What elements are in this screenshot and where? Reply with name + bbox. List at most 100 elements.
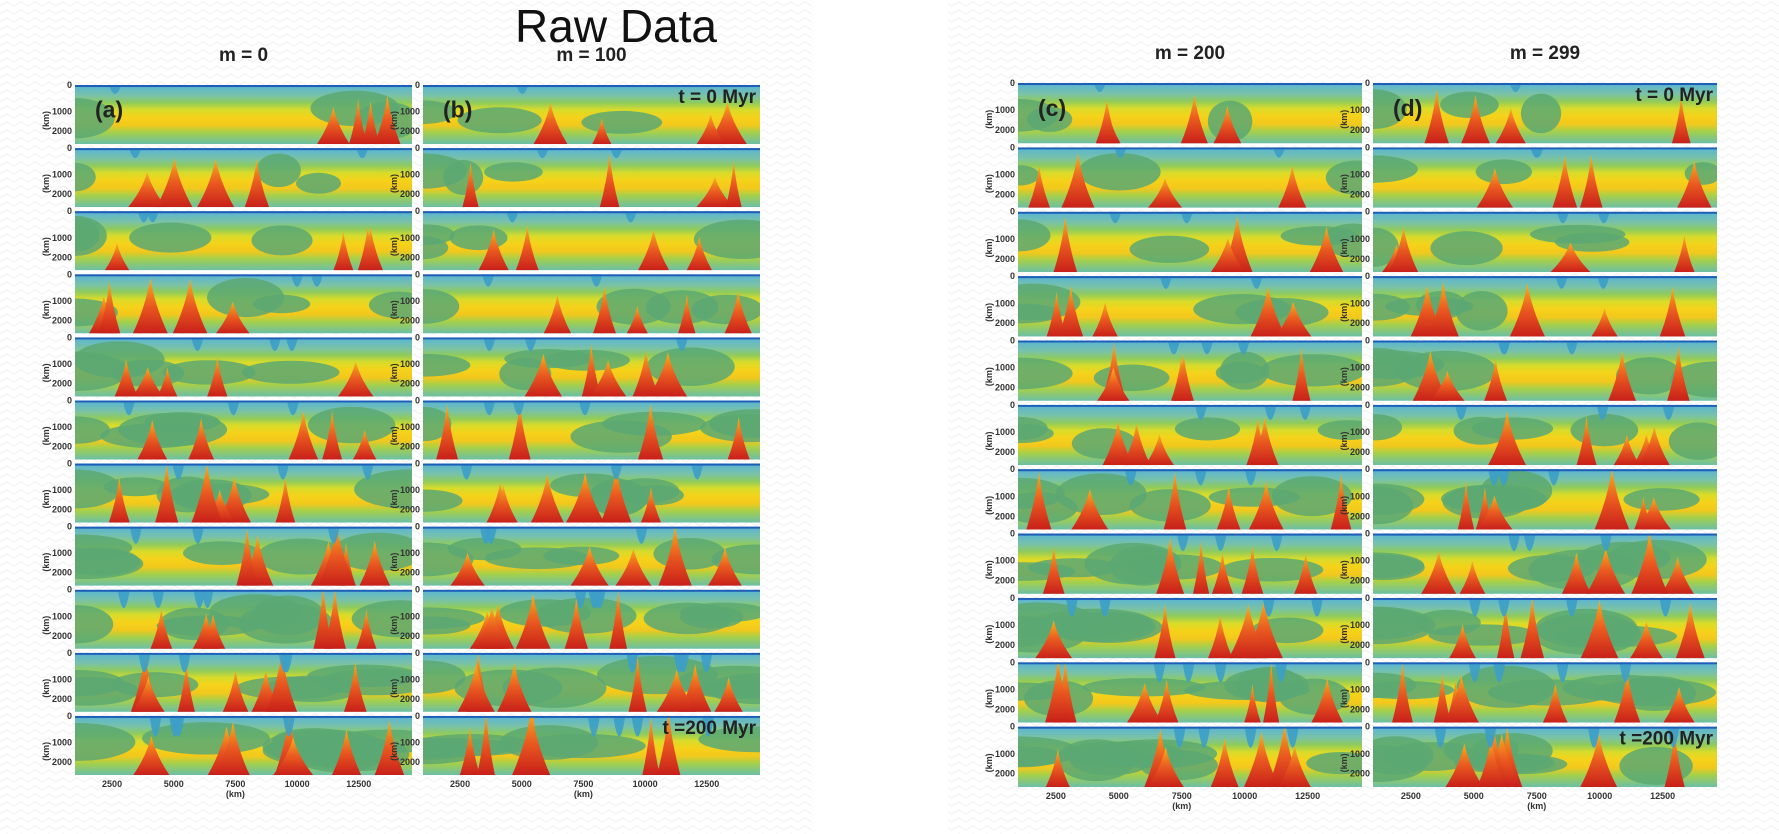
cold-blob — [1430, 231, 1502, 265]
surface-layer — [423, 464, 760, 466]
figure: m = 0010002000(km)(a)010002000(km)010002… — [20, 43, 1760, 811]
y-tick-label: 2000 — [995, 125, 1015, 135]
y-tick-label: 1000 — [1350, 105, 1370, 115]
y-tick-label: 2000 — [1350, 383, 1370, 393]
x-tick-label: 12500 — [694, 779, 719, 789]
snapshot — [44, 211, 412, 270]
y-tick-label: 2000 — [400, 252, 420, 262]
surface-layer — [75, 653, 412, 655]
y-axis-label: (km) — [1339, 753, 1349, 772]
panel-letter: (c) — [1038, 95, 1066, 121]
y-tick-label: 0 — [67, 269, 72, 279]
snapshot — [399, 211, 791, 270]
y-tick-label: 0 — [415, 206, 420, 216]
time-label: t =200 Myr — [663, 718, 757, 739]
y-tick-label: 2000 — [52, 378, 72, 388]
y-tick-label: 1000 — [995, 620, 1015, 630]
y-axis-label: (km) — [1339, 625, 1349, 644]
cold-blob — [142, 722, 270, 754]
y-tick-label: 1000 — [52, 485, 72, 495]
snapshot — [387, 464, 760, 523]
snapshot — [55, 148, 412, 207]
y-tick-label: 1000 — [400, 611, 420, 621]
surface-layer — [1018, 147, 1362, 149]
snapshot — [1331, 147, 1722, 207]
y-tick-label: 2000 — [995, 704, 1015, 714]
x-tick-label: 2500 — [450, 779, 470, 789]
y-tick-label: 1000 — [995, 684, 1015, 694]
y-tick-label: 1000 — [995, 491, 1015, 501]
surface-layer — [1018, 83, 1362, 85]
cold-blob — [253, 295, 310, 313]
y-tick-label: 1000 — [400, 296, 420, 306]
y-tick-label: 0 — [1010, 593, 1015, 603]
surface-layer — [75, 716, 412, 718]
y-tick-label: 1000 — [400, 233, 420, 243]
y-tick-label: 0 — [1365, 464, 1370, 474]
y-tick-label: 0 — [1365, 529, 1370, 539]
snapshot — [966, 534, 1362, 594]
y-axis-label: (km) — [389, 300, 399, 319]
y-tick-label: 1000 — [1350, 363, 1370, 373]
column-header: m = 299 — [1510, 43, 1580, 64]
y-tick-label: 0 — [67, 395, 72, 405]
y-tick-label: 1000 — [995, 749, 1015, 759]
y-tick-label: 0 — [1010, 722, 1015, 732]
y-axis-label: (km) — [1339, 496, 1349, 515]
x-tick-label: 10000 — [633, 779, 658, 789]
y-tick-label: 1000 — [995, 298, 1015, 308]
surface-layer — [75, 274, 412, 276]
y-tick-label: 2000 — [995, 189, 1015, 199]
y-tick-label: 0 — [1365, 657, 1370, 667]
y-tick-label: 0 — [67, 711, 72, 721]
x-axis-label: (km) — [1172, 801, 1191, 811]
y-tick-label: 0 — [1010, 464, 1015, 474]
y-axis-label: (km) — [389, 426, 399, 445]
y-axis-label: (km) — [41, 174, 51, 193]
y-tick-label: 0 — [1365, 400, 1370, 410]
cold-blob — [1593, 679, 1716, 706]
y-tick-label: 0 — [67, 585, 72, 595]
y-axis-label: (km) — [41, 553, 51, 572]
y-axis-label: (km) — [1339, 174, 1349, 193]
y-tick-label: 2000 — [52, 442, 72, 452]
y-tick-label: 0 — [1010, 142, 1015, 152]
surface-layer — [1373, 598, 1717, 600]
y-tick-label: 2000 — [400, 505, 420, 515]
cold-blob — [1235, 298, 1328, 327]
y-tick-label: 1000 — [995, 170, 1015, 180]
snapshot — [987, 405, 1379, 465]
surface-layer — [1373, 405, 1717, 407]
surface-layer — [423, 274, 760, 276]
y-axis-label: (km) — [389, 363, 399, 382]
y-tick-label: 0 — [67, 332, 72, 342]
cold-blob — [1530, 225, 1626, 244]
y-tick-label: 2000 — [52, 252, 72, 262]
y-tick-label: 0 — [415, 585, 420, 595]
cold-blob — [74, 341, 165, 378]
surface-layer — [1018, 727, 1362, 729]
snapshot — [23, 337, 412, 396]
x-axis-label: (km) — [574, 789, 593, 799]
y-tick-label: 2000 — [52, 757, 72, 767]
y-tick-label: 1000 — [52, 170, 72, 180]
y-tick-label: 0 — [1010, 78, 1015, 88]
surface-layer — [1018, 598, 1362, 600]
y-tick-label: 2000 — [1350, 704, 1370, 714]
snapshot — [1350, 212, 1717, 272]
surface-layer — [1018, 340, 1362, 342]
y-tick-label: 2000 — [400, 442, 420, 452]
cold-blob — [1428, 624, 1539, 645]
y-tick-label: 1000 — [1350, 234, 1370, 244]
y-tick-label: 1000 — [995, 427, 1015, 437]
slide: Raw Data m = 0010002000(km)(a)010002000(… — [0, 0, 1779, 834]
y-tick-label: 1000 — [995, 363, 1015, 373]
x-tick-label: 2500 — [102, 779, 122, 789]
snapshot — [976, 469, 1362, 529]
cold-blob — [308, 407, 395, 443]
x-tick-label: 10000 — [285, 779, 310, 789]
y-tick-label: 1000 — [400, 485, 420, 495]
cold-blob — [1624, 488, 1700, 511]
surface-layer — [75, 400, 412, 402]
y-tick-label: 1000 — [1350, 556, 1370, 566]
